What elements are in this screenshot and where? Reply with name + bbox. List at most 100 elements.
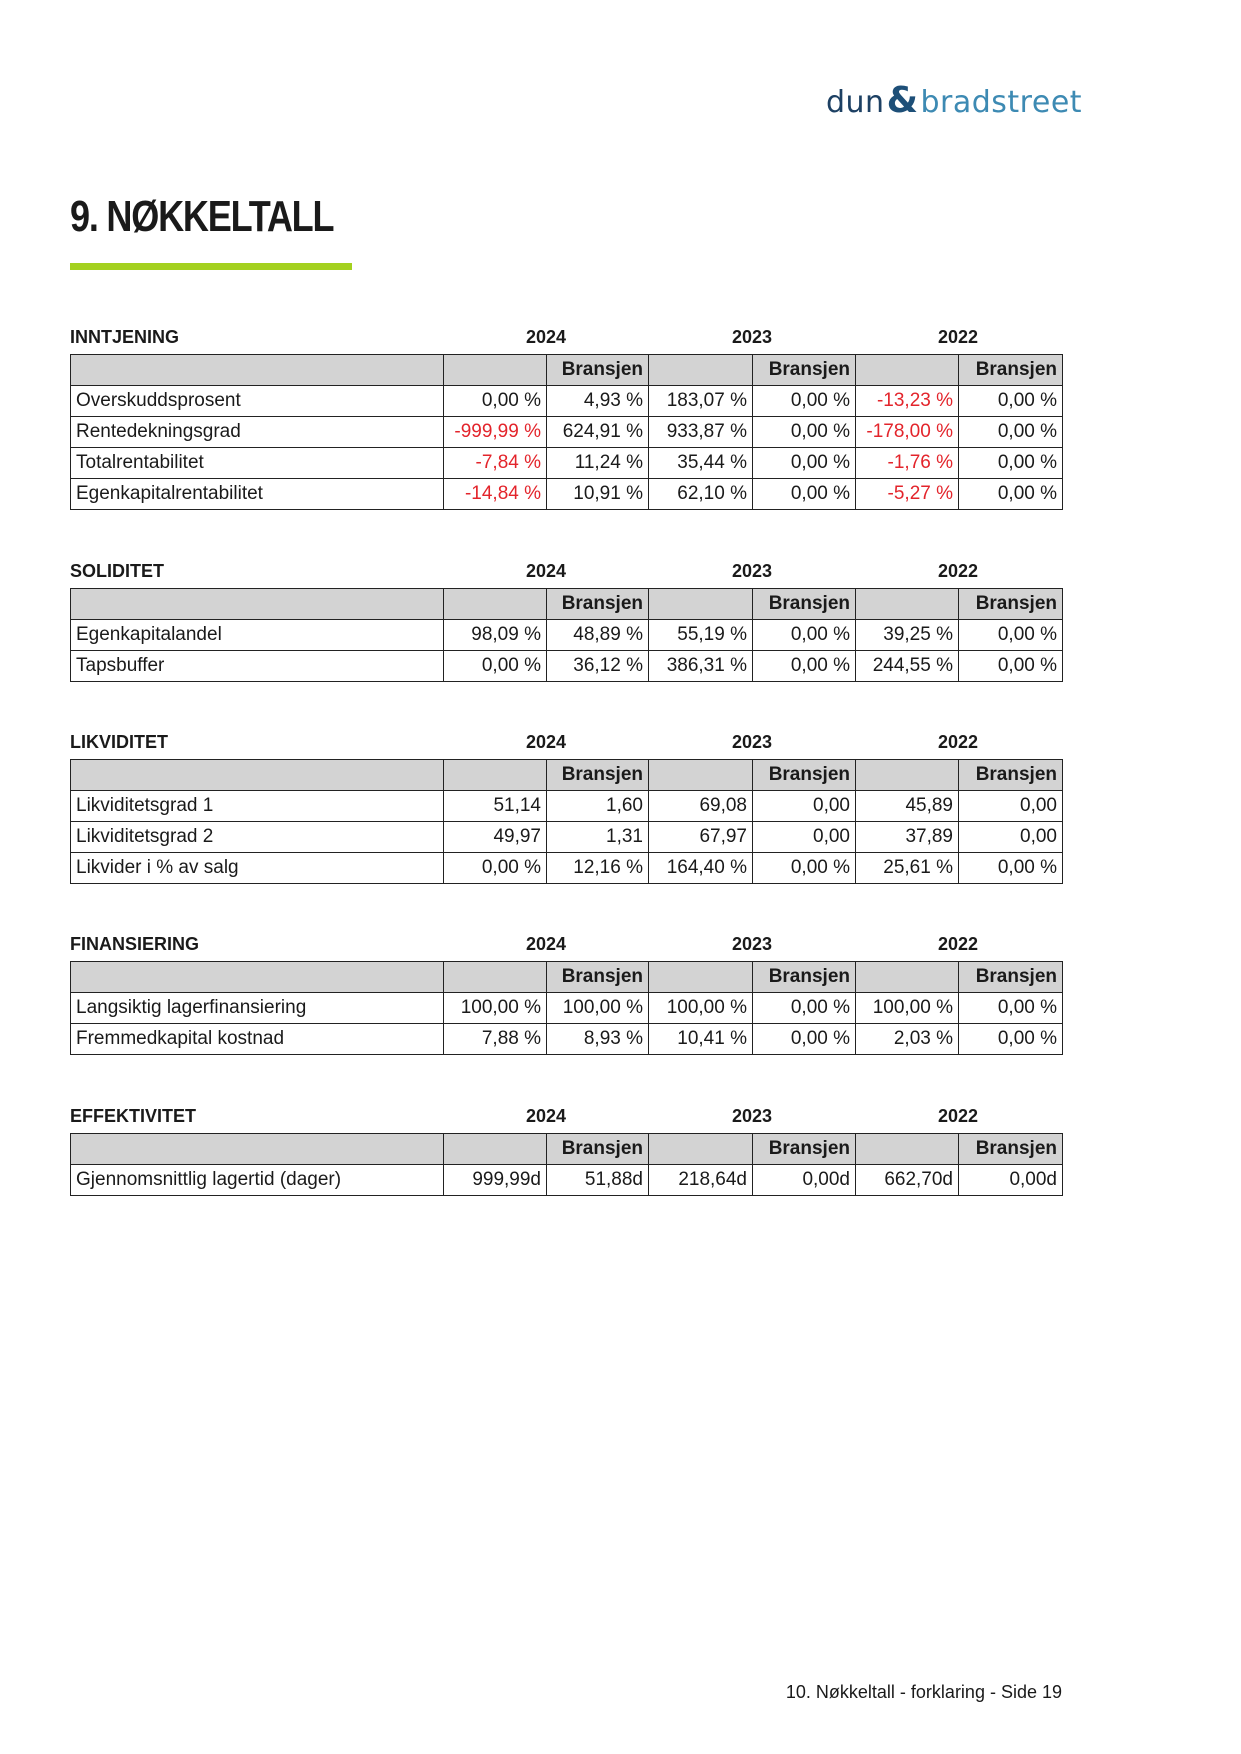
value-cell: 164,40 % xyxy=(648,852,753,884)
value-cell: 0,00d xyxy=(958,1164,1063,1196)
value-cell: 0,00 % xyxy=(958,650,1063,682)
header-cell-bransjen: Bransjen xyxy=(546,588,649,620)
value-cell: 999,99d xyxy=(443,1164,547,1196)
row-label: Egenkapitalandel xyxy=(70,619,444,651)
row-label: Fremmedkapital kostnad xyxy=(70,1023,444,1055)
value-cell: 0,00 % xyxy=(752,416,856,448)
section-inntjening: INNTJENING 2024 2023 2022 Bransjen Bransjen Br… xyxy=(70,323,1063,510)
year-label: 2022 xyxy=(937,561,979,581)
header-cell-bransjen: Bransjen xyxy=(958,961,1063,993)
year-label: 2023 xyxy=(731,732,773,752)
section-title: INNTJENING xyxy=(70,327,180,347)
header-cell xyxy=(855,588,959,620)
table-row: Langsiktig lagerfinansiering 100,00 % 100,… xyxy=(70,992,1063,1024)
value-cell: 0,00 xyxy=(958,790,1063,822)
key-figures-table: Bransjen Bransjen Bransjen Langsiktig lager… xyxy=(70,961,1063,1055)
value-cell: -178,00 % xyxy=(855,416,959,448)
header-cell xyxy=(648,759,753,791)
page-title: 9. NØKKELTALL xyxy=(70,192,335,241)
header-cell xyxy=(855,1133,959,1165)
value-cell: 0,00 % xyxy=(443,852,547,884)
year-label: 2023 xyxy=(731,561,773,581)
value-cell: 0,00 % xyxy=(958,478,1063,510)
section-effektivitet: EFFEKTIVITET 2024 2023 2022 Bransjen Bransjen… xyxy=(70,1102,1063,1196)
value-cell: 8,93 % xyxy=(546,1023,649,1055)
header-cell-bransjen: Bransjen xyxy=(958,354,1063,386)
year-label: 2024 xyxy=(525,732,567,752)
header-cell xyxy=(70,961,444,993)
header-cell-bransjen: Bransjen xyxy=(546,759,649,791)
logo-bradstreet: bradstreet xyxy=(920,85,1083,120)
table-row: Likvider i % av salg 0,00 % 12,16 % 164,40 … xyxy=(70,852,1063,884)
value-cell: 933,87 % xyxy=(648,416,753,448)
header-cell-bransjen: Bransjen xyxy=(958,759,1063,791)
value-cell: 7,88 % xyxy=(443,1023,547,1055)
header-cell-bransjen: Bransjen xyxy=(546,1133,649,1165)
year-label: 2022 xyxy=(937,934,979,954)
value-cell: 100,00 % xyxy=(546,992,649,1024)
value-cell: 37,89 xyxy=(855,821,959,853)
value-cell: 55,19 % xyxy=(648,619,753,651)
year-label: 2022 xyxy=(937,327,979,347)
header-cell xyxy=(443,1133,547,1165)
value-cell: 1,60 xyxy=(546,790,649,822)
value-cell: 0,00 % xyxy=(958,1023,1063,1055)
value-cell: -5,27 % xyxy=(855,478,959,510)
value-cell: 0,00 % xyxy=(958,447,1063,479)
row-label: Likvider i % av salg xyxy=(70,852,444,884)
value-cell: 662,70d xyxy=(855,1164,959,1196)
header-cell xyxy=(70,1133,444,1165)
header-cell-bransjen: Bransjen xyxy=(958,588,1063,620)
header-cell-bransjen: Bransjen xyxy=(958,1133,1063,1165)
page-footer: 10. Nøkkeltall - forklaring - Side 19 xyxy=(785,1682,1062,1702)
value-cell: 0,00 % xyxy=(958,619,1063,651)
header-cell xyxy=(443,961,547,993)
header-cell xyxy=(443,759,547,791)
value-cell: 10,41 % xyxy=(648,1023,753,1055)
header-cell-bransjen: Bransjen xyxy=(752,1133,856,1165)
key-figures-table: Bransjen Bransjen Bransjen Egenkapitalandel… xyxy=(70,588,1063,682)
table-row: Tapsbuffer 0,00 % 36,12 % 386,31 % 0,00 % 244… xyxy=(70,650,1063,682)
table-row: Totalrentabilitet -7,84 % 11,24 % 35,44 % 0,… xyxy=(70,447,1063,479)
value-cell: 0,00 xyxy=(958,821,1063,853)
row-label: Egenkapitalrentabilitet xyxy=(70,478,444,510)
value-cell: 1,31 xyxy=(546,821,649,853)
value-cell: 183,07 % xyxy=(648,385,753,417)
value-cell: 98,09 % xyxy=(443,619,547,651)
table-row: Egenkapitalrentabilitet -14,84 % 10,91 % 62… xyxy=(70,478,1063,510)
header-cell xyxy=(70,759,444,791)
section-soliditet: SOLIDITET 2024 2023 2022 Bransjen Bransjen Bra… xyxy=(70,557,1063,682)
section-title: EFFEKTIVITET xyxy=(70,1106,196,1126)
value-cell: 624,91 % xyxy=(546,416,649,448)
row-label: Langsiktig lagerfinansiering xyxy=(70,992,444,1024)
value-cell: 0,00 xyxy=(752,790,856,822)
value-cell: 49,97 xyxy=(443,821,547,853)
value-cell: 244,55 % xyxy=(855,650,959,682)
value-cell: 11,24 % xyxy=(546,447,649,479)
value-cell: 48,89 % xyxy=(546,619,649,651)
year-label: 2023 xyxy=(731,1106,773,1126)
row-label: Gjennomsnittlig lagertid (dager) xyxy=(70,1164,444,1196)
value-cell: -999,99 % xyxy=(443,416,547,448)
header-cell-bransjen: Bransjen xyxy=(546,354,649,386)
key-figures-table: Bransjen Bransjen Bransjen Likviditetsgrad … xyxy=(70,759,1063,884)
value-cell: 0,00 % xyxy=(443,650,547,682)
header-cell-bransjen: Bransjen xyxy=(752,588,856,620)
year-label: 2023 xyxy=(731,327,773,347)
value-cell: 0,00 % xyxy=(958,852,1063,884)
year-label: 2023 xyxy=(731,934,773,954)
table-header-row: Bransjen Bransjen Bransjen xyxy=(70,759,1063,791)
value-cell: 100,00 % xyxy=(648,992,753,1024)
value-cell: 2,03 % xyxy=(855,1023,959,1055)
value-cell: 25,61 % xyxy=(855,852,959,884)
value-cell: -1,76 % xyxy=(855,447,959,479)
value-cell: 0,00 % xyxy=(752,1023,856,1055)
header-cell-bransjen: Bransjen xyxy=(546,961,649,993)
row-label: Tapsbuffer xyxy=(70,650,444,682)
table-row: Gjennomsnittlig lagertid (dager) 999,99d 5… xyxy=(70,1164,1063,1196)
header-cell xyxy=(443,588,547,620)
value-cell: 0,00 % xyxy=(752,478,856,510)
value-cell: 62,10 % xyxy=(648,478,753,510)
table-header-row: Bransjen Bransjen Bransjen xyxy=(70,1133,1063,1165)
table-row: Rentedekningsgrad -999,99 % 624,91 % 933,87… xyxy=(70,416,1063,448)
